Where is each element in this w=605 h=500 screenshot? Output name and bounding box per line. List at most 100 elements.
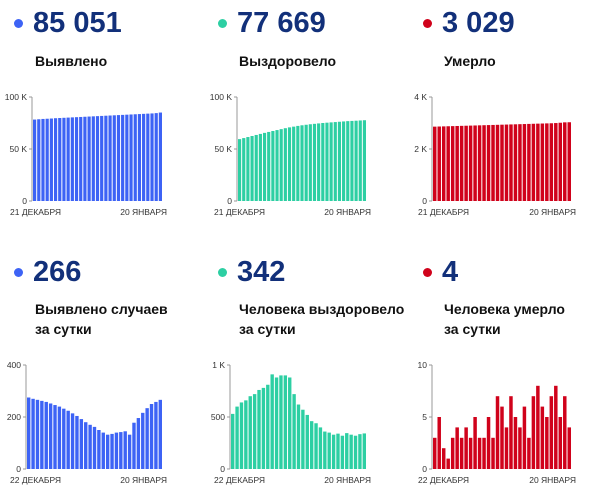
bar <box>238 139 242 201</box>
bar <box>450 437 455 469</box>
bar <box>53 118 58 201</box>
bar <box>27 397 31 469</box>
bar <box>482 437 486 469</box>
bar <box>300 125 304 201</box>
bar <box>136 418 141 469</box>
bar <box>101 432 105 469</box>
x-end-label: 20 ЯНВАРЯ <box>120 207 167 217</box>
bar <box>283 128 287 201</box>
y-tick-label: 1 K <box>212 360 225 370</box>
bar <box>353 435 358 469</box>
bar <box>239 402 244 469</box>
y-tick-label: 50 K <box>10 144 28 154</box>
y-tick-label: 10 <box>418 360 428 370</box>
bar <box>433 437 437 469</box>
bar <box>455 125 459 201</box>
bar <box>468 125 473 201</box>
bar <box>31 398 35 469</box>
deaths-dot <box>423 19 432 28</box>
bar <box>518 427 522 469</box>
bar <box>248 396 252 469</box>
bar <box>246 137 250 201</box>
bar <box>231 413 235 469</box>
y-tick-label: 200 <box>7 412 21 422</box>
bar <box>70 413 75 469</box>
bar <box>44 401 48 469</box>
bar <box>62 408 66 469</box>
x-start-label: 21 ДЕКАБРЯ <box>214 207 265 217</box>
bar <box>129 114 133 201</box>
bar <box>549 396 554 469</box>
bar <box>509 396 513 469</box>
bar <box>329 122 333 201</box>
bar <box>108 115 112 201</box>
bar <box>121 114 125 201</box>
bar <box>312 123 317 201</box>
bar <box>536 385 540 469</box>
bar <box>301 409 305 469</box>
bar <box>296 404 301 469</box>
daily-deaths-label-line2: за сутки <box>444 321 501 337</box>
bar <box>491 437 495 469</box>
bar <box>275 130 279 201</box>
bar <box>509 124 513 201</box>
bar <box>441 448 446 469</box>
x-start-label: 21 ДЕКАБРЯ <box>10 207 61 217</box>
bar <box>527 123 531 201</box>
bar <box>62 117 66 201</box>
bar <box>455 427 459 469</box>
bar <box>250 136 254 201</box>
bar <box>450 126 455 201</box>
x-end-label: 20 ЯНВАРЯ <box>529 207 576 217</box>
bar <box>270 374 274 469</box>
bar <box>522 124 527 201</box>
bar <box>317 123 321 201</box>
bar <box>362 433 366 469</box>
bar <box>258 133 262 201</box>
bar <box>350 120 354 201</box>
confirmed-label: Выявлено <box>35 53 108 69</box>
daily-confirmed-label-line1: Выявлено случаев <box>35 301 168 317</box>
bar <box>464 427 468 469</box>
bar <box>358 434 362 469</box>
bar <box>288 377 292 469</box>
daily-confirmed-dot <box>14 268 23 277</box>
x-start-label: 22 ДЕКАБРЯ <box>10 475 61 485</box>
bar <box>459 437 464 469</box>
bar <box>292 126 296 201</box>
bar <box>70 117 74 201</box>
bar <box>459 125 464 201</box>
bar <box>495 124 500 201</box>
bar <box>262 132 267 201</box>
daily-confirmed-total: 266 <box>33 256 82 288</box>
bar <box>283 375 288 469</box>
daily-recovered-label-line2: за сутки <box>239 321 296 337</box>
bar <box>441 126 446 201</box>
bar <box>349 434 353 469</box>
bar <box>279 375 283 469</box>
bar <box>554 123 558 201</box>
bar <box>74 117 79 201</box>
bar <box>146 113 150 201</box>
bar <box>114 432 119 469</box>
daily-deaths-total: 4 <box>442 256 459 288</box>
bar <box>486 417 491 469</box>
bar <box>110 433 114 469</box>
bar <box>540 406 545 469</box>
bar <box>287 127 292 201</box>
bar <box>331 434 336 469</box>
bar <box>41 118 45 201</box>
x-end-label: 20 ЯНВАРЯ <box>324 207 371 217</box>
y-tick-label: 400 <box>7 360 21 370</box>
bar <box>267 131 271 201</box>
y-tick-label: 0 <box>227 196 232 206</box>
recovered-total: 77 669 <box>237 7 326 39</box>
x-start-label: 22 ДЕКАБРЯ <box>214 475 265 485</box>
deaths-total: 3 029 <box>442 7 515 39</box>
y-tick-label: 0 <box>422 196 427 206</box>
bar <box>486 125 491 201</box>
bar <box>79 419 84 469</box>
